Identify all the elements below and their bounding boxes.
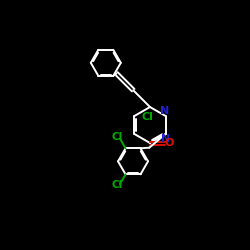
Text: Cl: Cl — [111, 180, 122, 190]
Text: N: N — [161, 134, 170, 144]
Text: Cl: Cl — [111, 132, 122, 142]
Text: O: O — [164, 138, 174, 148]
Text: Cl: Cl — [142, 112, 154, 122]
Text: N: N — [160, 106, 170, 117]
